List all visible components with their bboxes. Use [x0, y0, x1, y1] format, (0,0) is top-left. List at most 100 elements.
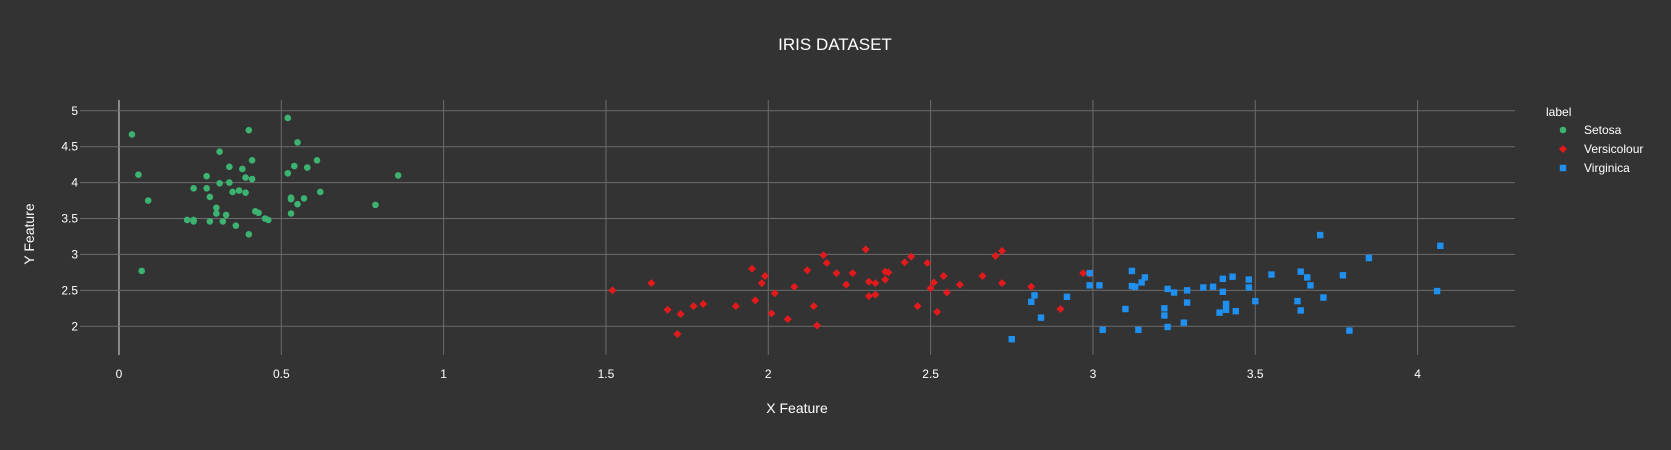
data-point-versicolour — [783, 315, 792, 324]
data-point-setosa — [229, 188, 236, 196]
legend-item-virginica[interactable]: Virginica — [1559, 161, 1630, 175]
x-tick-label: 0.5 — [273, 367, 290, 381]
y-tick-label: 5 — [71, 104, 78, 118]
legend-label: Virginica — [1584, 161, 1630, 175]
data-point-setosa — [235, 187, 243, 194]
data-point-setosa — [183, 216, 191, 224]
data-point-versicolour — [1079, 269, 1088, 278]
data-point-setosa — [216, 148, 223, 156]
y-tick-label: 3 — [71, 247, 78, 261]
data-point-versicolour — [770, 289, 779, 298]
x-tick-label: 4 — [1414, 367, 1421, 381]
data-point-virginica — [1008, 335, 1015, 343]
data-points — [128, 114, 1444, 343]
data-point-versicolour — [689, 302, 698, 311]
data-point-virginica — [1437, 242, 1444, 250]
data-point-versicolour — [663, 305, 672, 314]
data-point-setosa — [226, 179, 233, 186]
data-point-virginica — [1128, 267, 1136, 275]
data-point-virginica — [1099, 326, 1106, 334]
tick-labels: 0 0.5 1 1.5 2 2.5 3 3.5 4 2 2.5 3 3.5 4 4.5 5 — [61, 104, 1421, 381]
legend-marker-virginica — [1559, 164, 1567, 172]
data-point-versicolour — [832, 269, 841, 278]
data-point-versicolour — [748, 264, 757, 273]
data-point-virginica — [1297, 268, 1304, 275]
data-point-setosa — [190, 185, 197, 192]
data-point-setosa — [313, 157, 321, 164]
data-point-versicolour — [848, 269, 857, 278]
data-point-versicolour — [923, 259, 932, 268]
data-point-versicolour — [1056, 305, 1065, 314]
data-point-versicolour — [913, 302, 922, 311]
data-point-virginica — [1063, 293, 1071, 301]
legend-label: Setosa — [1584, 123, 1622, 137]
data-point-versicolour — [991, 251, 1000, 260]
data-point-virginica — [1219, 288, 1227, 295]
data-point-virginica — [1219, 275, 1227, 283]
data-point-virginica — [1086, 282, 1093, 289]
data-point-virginica — [1164, 323, 1171, 331]
data-point-versicolour — [673, 330, 682, 339]
data-point-setosa — [265, 216, 272, 224]
data-point-versicolour — [761, 271, 770, 280]
data-point-versicolour — [731, 302, 740, 311]
data-point-virginica — [1141, 274, 1149, 281]
data-point-virginica — [1209, 283, 1217, 290]
data-point-setosa — [245, 126, 253, 134]
data-point-virginica — [1320, 294, 1327, 301]
data-point-versicolour — [699, 300, 708, 308]
series-setosa — [128, 114, 402, 275]
data-point-versicolour — [757, 279, 766, 288]
legend-item-versicolour[interactable]: Versicolour — [1559, 142, 1643, 156]
data-point-virginica — [1164, 285, 1171, 293]
data-point-setosa — [287, 195, 295, 203]
data-point-virginica — [1161, 312, 1168, 319]
data-point-versicolour — [881, 275, 890, 284]
data-point-versicolour — [998, 279, 1007, 288]
x-tick-label: 1 — [440, 367, 447, 381]
data-point-virginica — [1232, 307, 1239, 315]
data-point-setosa — [245, 231, 253, 238]
data-point-setosa — [300, 195, 308, 202]
data-point-setosa — [294, 139, 301, 146]
data-point-virginica — [1252, 297, 1259, 305]
data-point-virginica — [1096, 282, 1103, 289]
series-versicolour — [608, 245, 1094, 339]
data-point-versicolour — [942, 288, 951, 297]
data-point-virginica — [1304, 274, 1311, 281]
x-tick-label: 0 — [116, 367, 123, 381]
data-point-setosa — [284, 169, 292, 177]
legend[interactable]: label Setosa Versicolour Virginica — [1546, 105, 1643, 175]
data-point-versicolour — [933, 307, 942, 316]
data-point-setosa — [248, 175, 256, 183]
data-point-setosa — [135, 171, 142, 179]
data-point-virginica — [1131, 283, 1139, 290]
y-tick-label: 3.5 — [61, 212, 78, 226]
data-point-setosa — [138, 267, 145, 275]
x-tick-label: 1.5 — [598, 367, 615, 381]
data-point-versicolour — [608, 286, 617, 295]
data-point-virginica — [1183, 299, 1191, 306]
data-point-virginica — [1200, 284, 1207, 291]
data-point-setosa — [206, 218, 214, 225]
data-point-virginica — [1122, 305, 1129, 313]
data-point-setosa — [216, 180, 223, 187]
y-tick-label: 4 — [71, 176, 78, 190]
data-point-setosa — [203, 172, 210, 180]
data-point-setosa — [248, 157, 256, 164]
legend-item-setosa[interactable]: Setosa — [1559, 123, 1622, 137]
data-point-setosa — [213, 204, 220, 212]
data-point-setosa — [242, 189, 249, 196]
data-point-setosa — [242, 174, 249, 181]
data-point-setosa — [239, 165, 246, 173]
data-point-virginica — [1297, 307, 1304, 314]
data-point-versicolour — [647, 279, 656, 288]
data-point-virginica — [1317, 231, 1324, 239]
data-point-versicolour — [907, 252, 916, 261]
data-point-virginica — [1161, 305, 1168, 312]
data-point-setosa — [203, 185, 210, 192]
legend-marker-setosa — [1559, 126, 1567, 134]
data-point-versicolour — [871, 290, 880, 299]
data-point-setosa — [290, 162, 298, 170]
